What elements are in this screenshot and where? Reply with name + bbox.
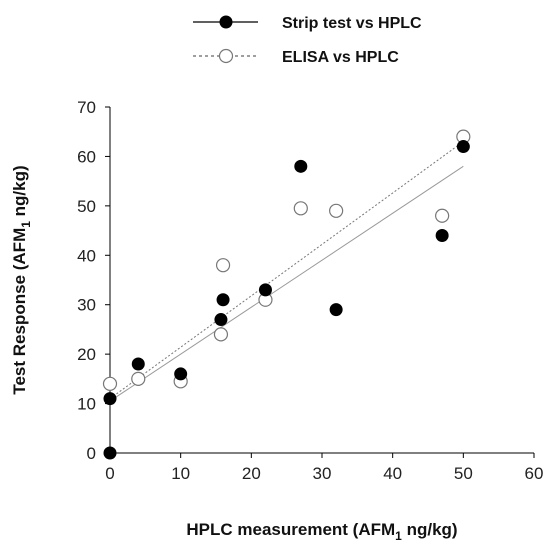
x-tick-label: 40 xyxy=(383,464,402,483)
y-tick-label: 40 xyxy=(77,246,96,265)
elisa-point xyxy=(293,201,308,216)
strip-test-point xyxy=(174,367,188,381)
strip-test-point xyxy=(103,392,117,406)
y-tick-label: 20 xyxy=(77,345,96,364)
y-tick-label: 70 xyxy=(77,98,96,117)
legend-elisa-marker xyxy=(218,48,234,64)
strip-test-point xyxy=(216,293,230,307)
y-axis-title: Test Response (AFM1 ng/kg) xyxy=(10,165,33,394)
legend-strip-marker xyxy=(219,15,233,29)
x-ticks: 0 10 20 30 40 50 60 xyxy=(105,453,543,483)
y-tick-label: 60 xyxy=(77,147,96,166)
elisa-point xyxy=(102,376,118,391)
legend-strip-label: Strip test vs HPLC xyxy=(282,15,422,32)
x-tick-label: 50 xyxy=(454,464,473,483)
legend-item-strip: Strip test vs HPLC xyxy=(193,15,422,32)
legend-item-elisa: ELISA vs HPLC xyxy=(193,48,399,66)
legend: Strip test vs HPLC ELISA vs HPLC xyxy=(193,15,422,66)
strip-test-point xyxy=(214,313,228,327)
y-tick-label: 10 xyxy=(77,395,96,414)
x-axis-title: HPLC measurement (AFM1 ng/kg) xyxy=(186,520,457,543)
x-tick-label: 60 xyxy=(525,464,544,483)
data-points xyxy=(102,129,471,460)
elisa-point xyxy=(435,208,450,223)
elisa-trendline xyxy=(109,141,464,400)
x-tick-label: 20 xyxy=(242,464,261,483)
strip-test-point xyxy=(131,357,145,371)
elisa-point xyxy=(215,258,231,273)
elisa-point xyxy=(131,371,146,386)
strip-trendline xyxy=(109,165,464,402)
axes xyxy=(109,107,534,454)
strip-test-point xyxy=(456,140,470,154)
x-tick-label: 0 xyxy=(105,464,114,483)
legend-elisa-label: ELISA vs HPLC xyxy=(282,49,399,66)
y-ticks: 0 10 20 30 40 50 60 70 xyxy=(77,98,110,463)
strip-test-point xyxy=(329,303,343,317)
x-tick-label: 30 xyxy=(313,464,332,483)
x-tick-label: 10 xyxy=(171,464,190,483)
strip-test-point xyxy=(258,283,272,297)
trendlines xyxy=(109,141,464,402)
strip-test-point xyxy=(435,229,449,243)
y-tick-label: 50 xyxy=(77,197,96,216)
strip-test-point xyxy=(103,446,117,460)
elisa-point xyxy=(213,327,229,342)
strip-test-point xyxy=(294,159,308,173)
elisa-point xyxy=(329,203,344,218)
y-tick-label: 0 xyxy=(87,444,96,463)
y-tick-label: 30 xyxy=(77,296,96,315)
